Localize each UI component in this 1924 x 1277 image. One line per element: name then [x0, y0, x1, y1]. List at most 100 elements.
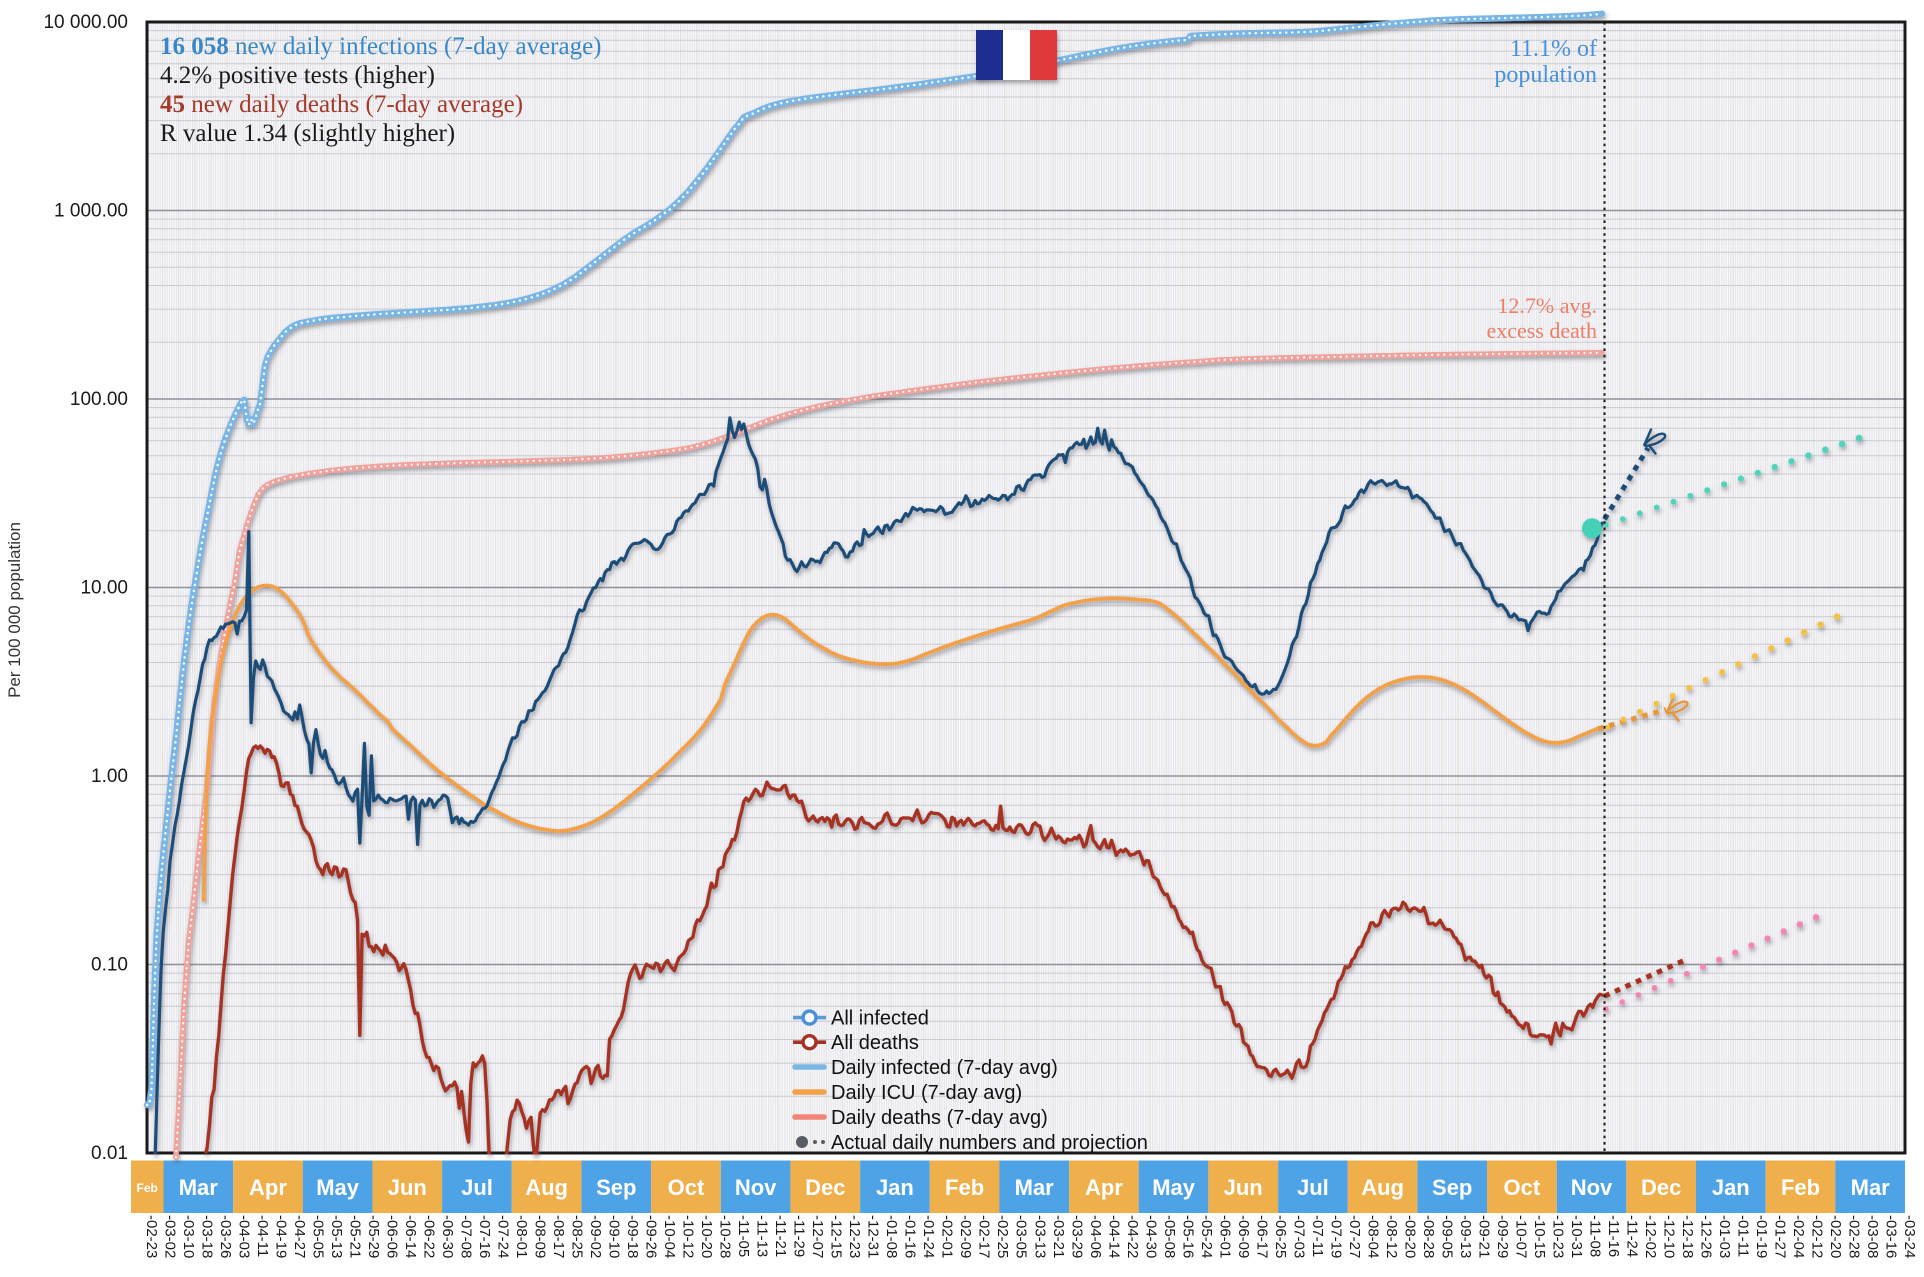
svg-text:May: May	[316, 1175, 360, 1200]
svg-text:-05-08: -05-08	[1161, 1215, 1178, 1258]
svg-text:-02-17: -02-17	[976, 1215, 993, 1258]
svg-text:-09-26: -09-26	[643, 1215, 660, 1258]
svg-text:-12-10: -12-10	[1660, 1215, 1677, 1258]
svg-text:-03-24: -03-24	[1901, 1215, 1918, 1258]
svg-text:-06-25: -06-25	[1272, 1215, 1289, 1258]
svg-text:-12-07: -12-07	[809, 1215, 826, 1258]
svg-text:-03-16: -03-16	[1883, 1215, 1900, 1258]
svg-text:May: May	[1152, 1175, 1196, 1200]
svg-text:-01-19: -01-19	[1753, 1215, 1770, 1258]
svg-text:-08-04: -08-04	[1364, 1215, 1381, 1258]
svg-text:4.2% positive tests (higher): 4.2% positive tests (higher)	[160, 62, 435, 89]
svg-text:-10-28: -10-28	[717, 1215, 734, 1258]
svg-text:-09-29: -09-29	[1494, 1215, 1511, 1258]
svg-text:1.00: 1.00	[91, 766, 128, 787]
svg-text:-02-12: -02-12	[1809, 1215, 1826, 1258]
svg-text:Nov: Nov	[1571, 1175, 1613, 1200]
svg-text:-09-10: -09-10	[606, 1215, 623, 1258]
svg-text:Oct: Oct	[668, 1175, 705, 1200]
svg-text:-06-22: -06-22	[421, 1215, 438, 1258]
svg-text:-07-24: -07-24	[495, 1215, 512, 1258]
svg-text:-06-30: -06-30	[439, 1215, 456, 1258]
svg-text:-05-29: -05-29	[365, 1215, 382, 1258]
svg-text:-07-19: -07-19	[1327, 1215, 1344, 1258]
svg-text:-11-13: -11-13	[754, 1215, 771, 1257]
svg-text:Jun: Jun	[1224, 1175, 1263, 1200]
svg-text:Sep: Sep	[1432, 1175, 1472, 1200]
svg-text:-04-30: -04-30	[1142, 1215, 1159, 1258]
svg-text:Actual daily numbers and proje: Actual daily numbers and projection	[831, 1132, 1148, 1154]
svg-text:Jun: Jun	[388, 1175, 427, 1200]
svg-text:-12-02: -12-02	[1642, 1215, 1659, 1258]
svg-text:-09-21: -09-21	[1475, 1215, 1492, 1258]
svg-text:Feb: Feb	[137, 1181, 158, 1195]
svg-text:-07-08: -07-08	[458, 1215, 475, 1258]
svg-text:-05-16: -05-16	[1179, 1215, 1196, 1258]
svg-text:-04-27: -04-27	[291, 1215, 308, 1258]
svg-text:-02-28: -02-28	[1846, 1215, 1863, 1258]
svg-text:-12-15: -12-15	[828, 1215, 845, 1258]
svg-text:-01-16: -01-16	[902, 1215, 919, 1258]
svg-text:-05-24: -05-24	[1198, 1215, 1215, 1258]
svg-text:-04-19: -04-19	[273, 1215, 290, 1258]
svg-text:-04-22: -04-22	[1124, 1215, 1141, 1258]
svg-text:-02-20: -02-20	[1827, 1215, 1844, 1258]
svg-text:Aug: Aug	[1361, 1175, 1404, 1200]
svg-text:Apr: Apr	[1085, 1175, 1123, 1200]
svg-text:-03-29: -03-29	[1068, 1215, 1085, 1258]
svg-text:-03-05: -03-05	[1013, 1215, 1030, 1258]
svg-text:-02-25: -02-25	[994, 1215, 1011, 1258]
svg-text:-06-06: -06-06	[384, 1215, 401, 1258]
svg-text:-11-05: -11-05	[735, 1215, 752, 1257]
svg-text:-06-17: -06-17	[1253, 1215, 1270, 1258]
svg-text:-08-09: -08-09	[532, 1215, 549, 1258]
svg-text:Dec: Dec	[1641, 1175, 1681, 1200]
svg-text:Daily infected (7-day avg): Daily infected (7-day avg)	[831, 1057, 1058, 1079]
svg-text:-10-23: -10-23	[1549, 1215, 1566, 1258]
svg-text:-03-13: -03-13	[1031, 1215, 1048, 1258]
svg-text:-02-09: -02-09	[957, 1215, 974, 1258]
svg-text:Daily ICU (7-day avg): Daily ICU (7-day avg)	[831, 1082, 1022, 1104]
svg-text:-11-21: -11-21	[772, 1215, 789, 1257]
svg-text:Mar: Mar	[1851, 1175, 1891, 1200]
svg-text:All deaths: All deaths	[831, 1032, 919, 1054]
svg-text:-12-31: -12-31	[865, 1215, 882, 1258]
svg-text:-04-06: -04-06	[1087, 1215, 1104, 1258]
svg-text:-10-07: -10-07	[1512, 1215, 1529, 1258]
svg-text:-07-11: -07-11	[1309, 1215, 1326, 1257]
svg-text:-09-13: -09-13	[1457, 1215, 1474, 1258]
svg-text:-08-28: -08-28	[1420, 1215, 1437, 1258]
svg-text:Jul: Jul	[461, 1175, 493, 1200]
svg-text:-11-08: -11-08	[1586, 1215, 1603, 1257]
svg-text:-01-27: -01-27	[1772, 1215, 1789, 1258]
svg-text:Sep: Sep	[596, 1175, 636, 1200]
svg-text:-09-18: -09-18	[624, 1215, 641, 1258]
svg-text:11.1% of: 11.1% of	[1510, 36, 1597, 62]
svg-text:Aug: Aug	[525, 1175, 568, 1200]
svg-text:Feb: Feb	[1781, 1175, 1820, 1200]
svg-text:-02-04: -02-04	[1790, 1215, 1807, 1258]
svg-text:-12-18: -12-18	[1679, 1215, 1696, 1258]
svg-text:10 000.00: 10 000.00	[43, 12, 128, 33]
svg-text:-01-08: -01-08	[883, 1215, 900, 1258]
svg-text:Mar: Mar	[179, 1175, 219, 1200]
svg-text:Apr: Apr	[249, 1175, 287, 1200]
svg-text:0.10: 0.10	[91, 955, 128, 976]
svg-text:-08-12: -08-12	[1383, 1215, 1400, 1258]
svg-text:-08-25: -08-25	[569, 1215, 586, 1258]
svg-text:Nov: Nov	[735, 1175, 777, 1200]
svg-text:-06-09: -06-09	[1235, 1215, 1252, 1258]
svg-text:-04-14: -04-14	[1105, 1215, 1122, 1258]
svg-text:-06-14: -06-14	[402, 1215, 419, 1258]
svg-text:-03-10: -03-10	[180, 1215, 197, 1258]
svg-text:All infected: All infected	[831, 1008, 929, 1030]
svg-text:-01-03: -01-03	[1716, 1215, 1733, 1258]
svg-text:16 058 new daily infections (7: 16 058 new daily infections (7-day avera…	[160, 33, 602, 60]
svg-text:-10-15: -10-15	[1531, 1215, 1548, 1258]
svg-text:-08-17: -08-17	[550, 1215, 567, 1258]
svg-text:-09-02: -09-02	[587, 1215, 604, 1258]
svg-text:100.00: 100.00	[70, 389, 128, 410]
svg-text:-11-16: -11-16	[1605, 1215, 1622, 1257]
svg-text:Jan: Jan	[876, 1175, 914, 1200]
svg-text:-07-27: -07-27	[1346, 1215, 1363, 1258]
